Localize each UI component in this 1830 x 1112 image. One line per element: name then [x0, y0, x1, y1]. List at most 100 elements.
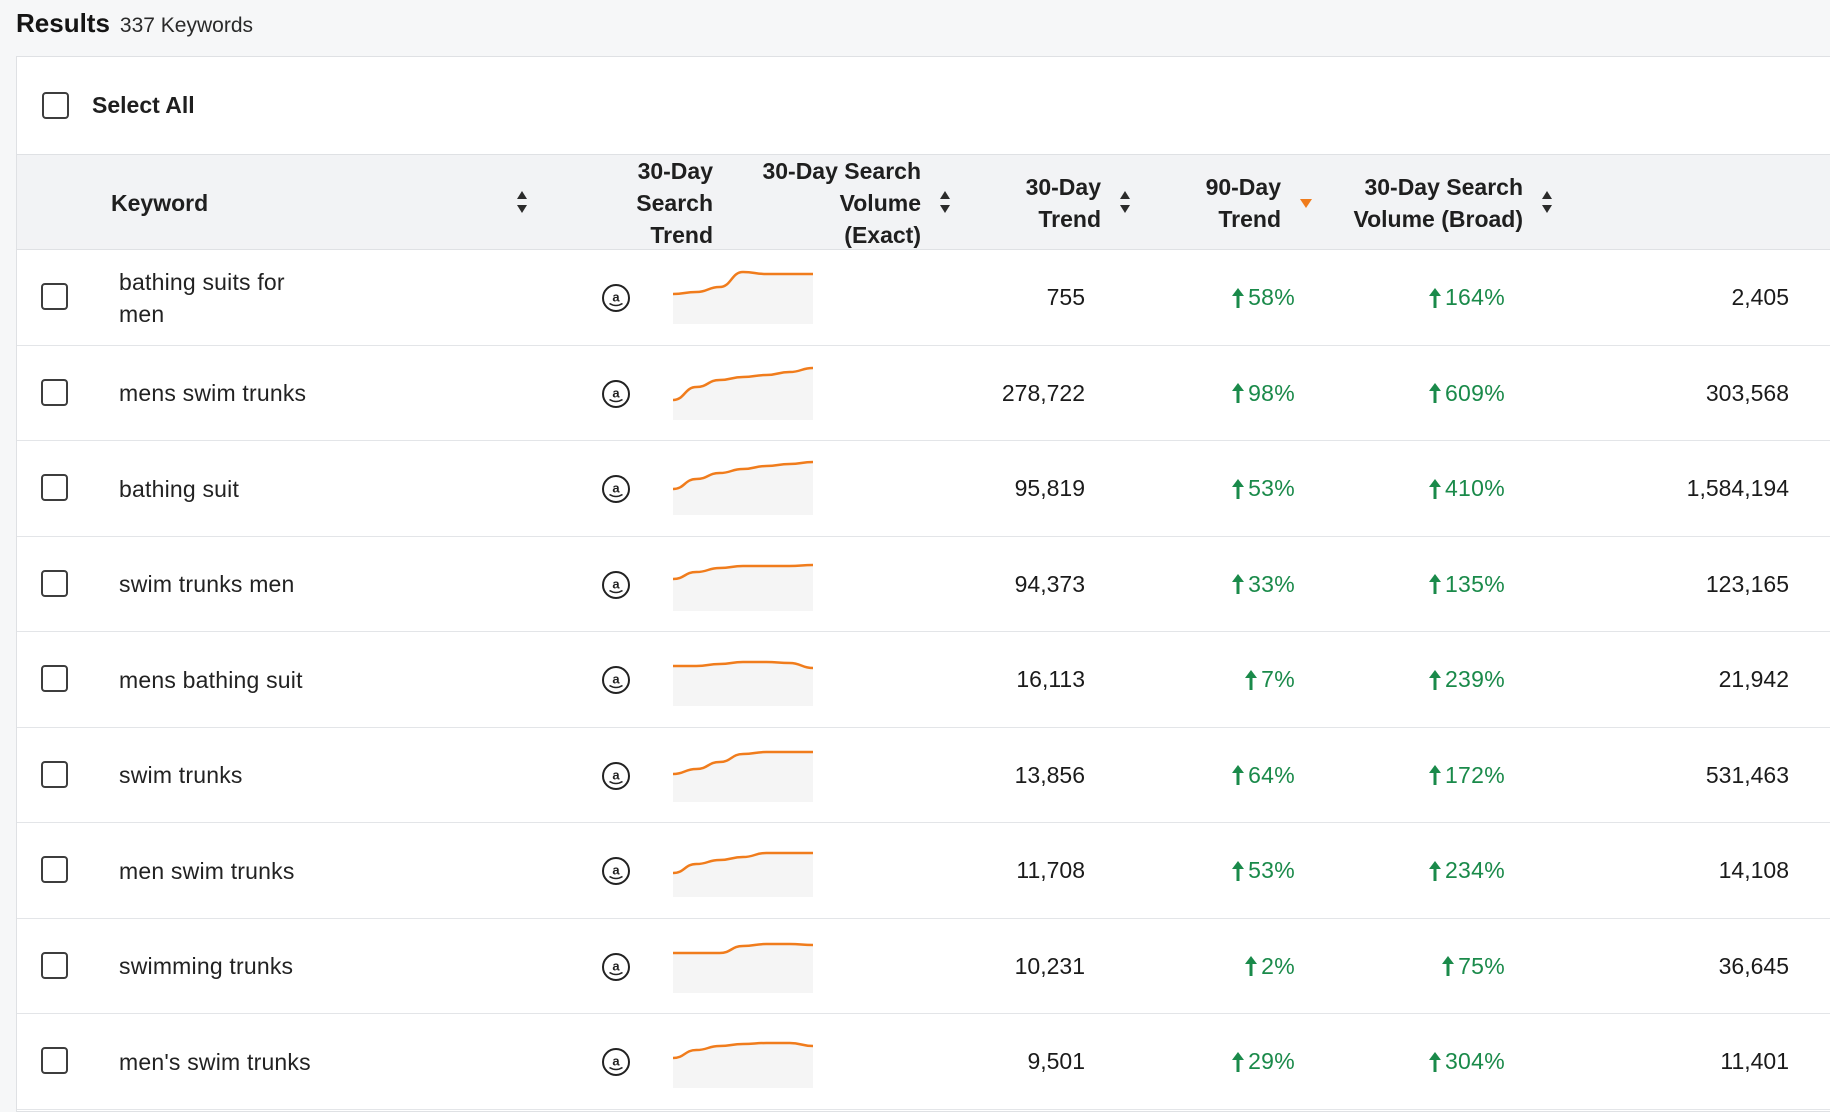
trend-90-day-value: 164% [1444, 284, 1505, 310]
arrow-up-icon [1428, 860, 1441, 881]
column-label-search-trend-2: Trend [650, 221, 713, 248]
volume-exact-cell: 94,373 [1014, 570, 1085, 597]
amazon-icon[interactable]: a [601, 283, 631, 313]
sort-30-day-trend-icon[interactable] [1118, 189, 1132, 215]
results-panel: Select All Keyword 30-Day Search Trend 3… [16, 56, 1830, 1112]
trend-90-day-value: 172% [1444, 761, 1505, 788]
svg-text:a: a [612, 863, 620, 878]
amazon-icon[interactable]: a [601, 761, 631, 791]
table-row[interactable]: mens bathing suit a 16,113 7% 239% 21,94… [17, 632, 1830, 728]
results-title: Results [16, 8, 110, 38]
arrow-up-icon [1245, 956, 1258, 976]
search-trend-sparkline [673, 660, 814, 706]
row-checkbox[interactable] [41, 760, 68, 788]
amazon-icon[interactable]: a [601, 474, 631, 504]
trend-90-day-cell: 234% [1337, 823, 1505, 918]
volume-broad-cell: 2,405 [1731, 284, 1789, 310]
arrow-up-icon [1245, 669, 1258, 690]
arrow-up-icon [1232, 1051, 1245, 1072]
amazon-icon[interactable]: a [601, 379, 631, 409]
amazon-icon[interactable]: a [601, 952, 631, 982]
column-label-volume-exact-2: Volume (Exact) [839, 189, 921, 248]
search-trend-sparkline [673, 460, 814, 515]
row-checkbox[interactable] [41, 1047, 68, 1074]
keyword-cell: swim trunks men [119, 571, 295, 597]
table-row[interactable]: mens swim trunks a 278,722 98% 609% 303,… [17, 345, 1830, 441]
search-trend-sparkline [673, 270, 813, 324]
trend-90-day-cell: 239% [1337, 632, 1505, 727]
table-row[interactable]: men swim trunks a 11,708 53% 234% 14,108 [17, 823, 1830, 919]
column-header-30-day-trend[interactable]: 30-Day Trend [997, 155, 1101, 250]
trend-90-day-cell: 410% [1337, 441, 1505, 536]
row-checkbox[interactable] [41, 283, 68, 310]
keyword-cell: mens swim trunks [119, 380, 307, 406]
svg-text:a: a [612, 958, 620, 973]
volume-exact-cell: 755 [1046, 284, 1085, 310]
svg-text:a: a [612, 672, 620, 687]
volume-exact-cell: 278,722 [1001, 379, 1085, 406]
sort-keyword-icon[interactable] [515, 189, 529, 215]
trend-30-day-value: 98% [1248, 379, 1295, 406]
volume-exact-cell: 11,708 [1016, 857, 1085, 883]
trend-30-day-cell: 98% [1137, 346, 1295, 441]
table-row[interactable]: swimming trunks a 10,231 2% 75% 36,645 [17, 918, 1830, 1014]
column-header-90-day-trend[interactable]: 90-Day Trend [1177, 155, 1281, 250]
amazon-icon[interactable]: a [601, 665, 631, 695]
trend-30-day-cell: 2% [1137, 919, 1295, 1014]
amazon-icon[interactable]: a [601, 1047, 631, 1077]
search-trend-sparkline [673, 563, 814, 611]
row-checkbox[interactable] [41, 665, 68, 692]
volume-exact-cell: 16,113 [1016, 666, 1085, 692]
row-checkbox[interactable] [41, 569, 68, 597]
volume-broad-cell: 11,401 [1720, 1048, 1789, 1074]
arrow-up-icon [1232, 383, 1245, 403]
arrow-up-icon [1232, 860, 1245, 881]
table-row[interactable]: men's swim trunks a 9,501 29% 304% 11,40… [17, 1014, 1830, 1110]
column-header-volume-broad[interactable]: 30-Day Search Volume (Broad) [1347, 155, 1523, 250]
trend-30-day-cell: 64% [1137, 728, 1295, 823]
svg-text:a: a [612, 385, 620, 400]
sort-volume-exact-icon[interactable] [938, 189, 952, 215]
svg-text:a: a [612, 1054, 620, 1069]
column-header-keyword[interactable]: Keyword [111, 155, 208, 250]
row-checkbox[interactable] [41, 474, 68, 501]
sort-volume-broad-icon[interactable] [1540, 189, 1554, 215]
trend-30-day-value: 7% [1261, 666, 1295, 692]
sort-descending-icon[interactable] [1298, 197, 1314, 209]
svg-text:a: a [612, 767, 620, 782]
table-row[interactable]: bathing suits for men a 755 58% 164% 2,4… [17, 250, 1830, 346]
amazon-icon[interactable]: a [601, 570, 631, 600]
trend-30-day-cell: 53% [1137, 441, 1295, 536]
search-trend-sparkline [673, 1041, 814, 1088]
column-header-volume-exact[interactable]: 30-Day Search Volume (Exact) [757, 155, 921, 250]
table-row[interactable]: bathing suit a 95,819 53% 410% 1,584,194 [17, 441, 1830, 537]
row-checkbox[interactable] [41, 378, 68, 406]
volume-exact-cell: 10,231 [1014, 952, 1085, 979]
trend-30-day-cell: 33% [1137, 537, 1295, 632]
search-trend-sparkline [673, 851, 813, 897]
amazon-icon[interactable]: a [601, 856, 631, 886]
row-checkbox[interactable] [41, 951, 68, 979]
keyword-cell: swim trunks [119, 762, 243, 788]
table-row[interactable]: swim trunks men a 94,373 33% 135% 123,16… [17, 536, 1830, 632]
select-all-checkbox[interactable] [42, 92, 69, 119]
arrow-up-icon [1232, 765, 1245, 785]
trend-30-day-value: 64% [1248, 761, 1295, 788]
search-trend-sparkline [673, 366, 814, 420]
trend-30-day-value: 53% [1248, 475, 1295, 501]
svg-text:a: a [612, 576, 620, 591]
trend-90-day-value: 304% [1444, 1048, 1505, 1074]
arrow-up-icon [1428, 478, 1441, 499]
table-row[interactable]: swim trunks a 13,856 64% 172% 531,463 [17, 727, 1830, 823]
select-all-bar: Select All [17, 57, 1830, 155]
keyword-cell: bathing suits for men [119, 268, 285, 327]
trend-90-day-value: 239% [1444, 666, 1505, 692]
table-body: bathing suits for men a 755 58% 164% 2,4… [17, 250, 1830, 1110]
trend-30-day-value: 29% [1248, 1048, 1295, 1074]
volume-exact-cell: 13,856 [1014, 761, 1085, 788]
trend-30-day-cell: 7% [1137, 632, 1295, 727]
svg-text:a: a [612, 481, 620, 496]
column-label-keyword: Keyword [111, 189, 209, 216]
trend-90-day-cell: 135% [1337, 537, 1505, 632]
row-checkbox[interactable] [41, 856, 68, 883]
